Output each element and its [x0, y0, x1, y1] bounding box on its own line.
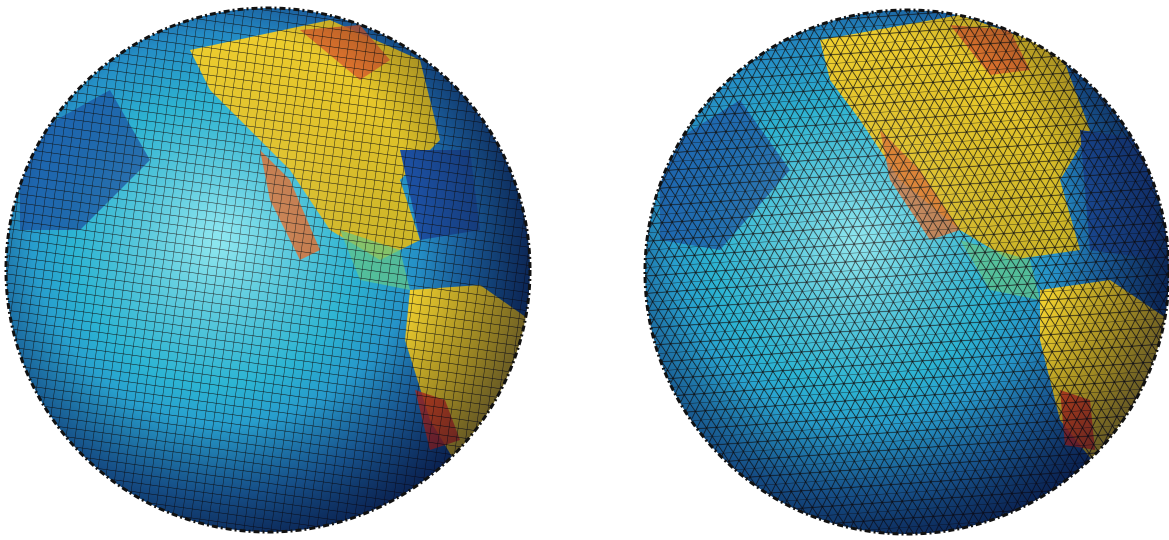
shading: [6, 8, 530, 532]
globe-rim: [4, 6, 532, 534]
globe-rim: [643, 8, 1169, 536]
shading: [645, 10, 1169, 534]
quad-mesh-globe: [6, 8, 530, 532]
triangle-mesh-globe: [645, 10, 1169, 534]
